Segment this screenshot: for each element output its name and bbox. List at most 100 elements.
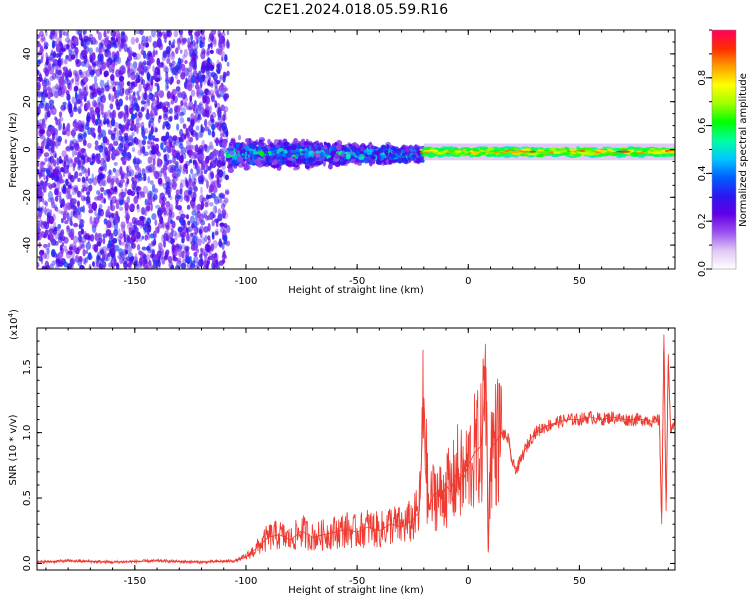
heatmap-cell <box>138 215 145 221</box>
heatmap-cell <box>112 167 117 173</box>
heatmap-cell <box>87 177 93 185</box>
heatmap-cell <box>411 151 417 155</box>
heatmap-cell <box>46 168 51 175</box>
heatmap-cell <box>222 131 227 138</box>
heatmap-cell <box>404 146 411 153</box>
heatmap-cell <box>49 109 53 115</box>
heatmap-cell <box>172 39 176 45</box>
heatmap-cell <box>213 196 220 205</box>
heatmap-cell <box>84 168 88 173</box>
heatmap-cell <box>158 170 163 178</box>
heatmap-cell <box>198 130 203 139</box>
heatmap-cell <box>194 213 198 221</box>
heatmap-cell <box>93 75 98 83</box>
heatmap-cell <box>83 196 89 201</box>
heatmap-cell <box>77 177 81 182</box>
heatmap-cell <box>141 145 146 154</box>
heatmap-cell <box>176 195 182 200</box>
heatmap-cell <box>87 252 92 260</box>
heatmap-cell <box>208 213 213 221</box>
heatmap-cell <box>76 73 81 82</box>
heatmap-cell <box>78 172 83 177</box>
heatmap-cell <box>227 167 234 174</box>
heatmap-cell <box>198 238 202 247</box>
heatmap-cell <box>118 44 122 53</box>
heatmap-cell <box>209 171 214 178</box>
heatmap-cell <box>107 50 111 56</box>
heatmap-cell <box>76 200 80 208</box>
heatmap-cell <box>191 173 196 182</box>
heatmap-cell <box>188 125 192 131</box>
heatmap-cell <box>179 182 183 192</box>
heatmap-cell <box>118 98 123 107</box>
heatmap-cell <box>150 58 155 64</box>
heatmap-cell <box>153 254 159 261</box>
heatmap-cell <box>221 56 224 62</box>
heatmap-cell <box>115 50 120 59</box>
heatmap-cell <box>54 153 57 159</box>
heatmap-cell <box>38 85 41 90</box>
heatmap-cell <box>290 144 297 151</box>
heatmap-cell <box>41 205 45 214</box>
heatmap-cell <box>142 185 149 195</box>
heatmap-cell <box>128 85 133 91</box>
heatmap-cell <box>220 50 225 57</box>
heatmap-cell <box>224 197 229 204</box>
heatmap-cell <box>148 224 152 233</box>
heatmap-cell <box>110 177 115 186</box>
heatmap-cell <box>171 88 177 96</box>
heatmap-cell <box>58 121 63 131</box>
heatmap-cell <box>215 259 218 264</box>
heatmap-cell <box>339 159 344 163</box>
heatmap-cell <box>225 136 229 144</box>
heatmap-cell <box>207 79 210 86</box>
heatmap-cell <box>41 220 47 226</box>
heatmap-cell <box>134 179 138 186</box>
heatmap-cell <box>148 88 152 95</box>
heatmap-cell <box>115 98 119 107</box>
heatmap-cell <box>143 228 148 234</box>
heatmap-cell <box>79 206 84 213</box>
heatmap-cell <box>127 141 133 147</box>
heatmap-cell <box>95 260 102 268</box>
heatmap-cell <box>210 192 216 199</box>
heatmap-cell <box>100 258 105 263</box>
heatmap-cell <box>109 85 114 90</box>
heatmap-cell <box>157 222 164 229</box>
heatmap-cell <box>184 176 188 184</box>
heatmap-cell <box>134 164 140 171</box>
heatmap-cell <box>213 38 217 47</box>
heatmap-cell <box>37 71 41 76</box>
heatmap-cell <box>124 113 129 121</box>
heatmap-cell <box>215 48 221 55</box>
heatmap-cell <box>58 155 62 165</box>
heatmap-cell <box>48 99 55 106</box>
heatmap-cell <box>207 129 212 136</box>
heatmap-cell <box>232 159 236 166</box>
heatmap-cell <box>205 194 210 200</box>
heatmap-cell <box>135 30 141 35</box>
heatmap-cell <box>103 70 109 77</box>
heatmap-cell <box>42 243 48 248</box>
heatmap-cell <box>82 70 88 80</box>
heatmap-cell <box>74 149 77 156</box>
heatmap-cell <box>216 63 221 69</box>
heatmap-cell <box>207 57 211 63</box>
heatmap-cell <box>180 133 185 143</box>
heatmap-cell <box>148 259 152 267</box>
heatmap-cell <box>105 39 111 49</box>
heatmap-cell <box>75 58 80 65</box>
heatmap-cell <box>43 101 48 109</box>
heatmap-cell <box>113 30 116 38</box>
heatmap-cell <box>37 262 40 268</box>
heatmap-cell <box>176 79 181 85</box>
heatmap-cell <box>128 107 134 115</box>
heatmap-cell <box>217 160 223 166</box>
heatmap-cell <box>136 243 141 251</box>
heatmap-cell <box>245 138 249 143</box>
heatmap-cell <box>62 185 66 193</box>
heatmap-cell <box>65 202 71 211</box>
heatmap-cell <box>50 30 56 36</box>
heatmap-cell <box>229 150 235 156</box>
heatmap-cell <box>186 261 192 269</box>
